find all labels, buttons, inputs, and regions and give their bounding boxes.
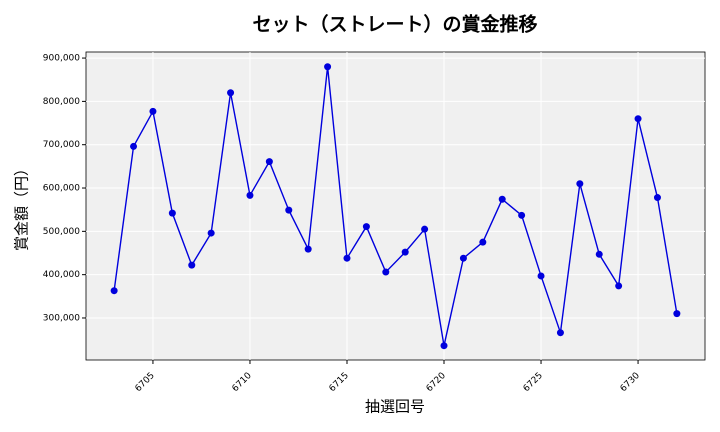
point (324, 63, 332, 71)
line (113, 66, 678, 346)
chart-title: セット（ストレート）の賞金推移 (252, 13, 537, 36)
x-axis-label: 抽選回号 (365, 398, 425, 416)
y-tick-label: 400,000 (43, 270, 80, 280)
x-tick-label: 6710 (231, 371, 254, 394)
point (343, 254, 351, 262)
point (401, 248, 409, 256)
point (168, 209, 176, 217)
point (207, 229, 215, 237)
point (653, 194, 661, 202)
point (304, 245, 312, 253)
point (537, 272, 545, 280)
point (576, 180, 584, 188)
x-tick-label: 6730 (619, 371, 642, 394)
point (246, 191, 254, 199)
point (459, 254, 467, 262)
x-tick-label: 6715 (328, 371, 351, 394)
plot-area (85, 51, 706, 361)
point (673, 310, 681, 318)
y-axis-label: 賞金額（円） (13, 161, 31, 251)
point (188, 261, 196, 269)
y-tick-label: 500,000 (43, 227, 80, 237)
point (130, 142, 138, 150)
y-tick-label: 300,000 (43, 313, 80, 323)
point (595, 250, 603, 258)
point (110, 287, 118, 295)
point (362, 223, 370, 231)
point (382, 268, 390, 276)
point (149, 107, 157, 115)
x-tick-label: 6720 (425, 371, 448, 394)
x-tick-label: 6705 (134, 371, 157, 394)
point (265, 158, 273, 166)
y-tick-label: 900,000 (43, 54, 80, 64)
point (227, 89, 235, 97)
point (615, 282, 623, 290)
point (634, 115, 642, 123)
point (285, 206, 293, 214)
point (498, 195, 506, 203)
point (556, 329, 564, 337)
y-tick-label: 700,000 (43, 140, 80, 150)
point (518, 211, 526, 219)
y-tick-label: 600,000 (43, 184, 80, 194)
y-tick-label: 800,000 (43, 97, 80, 107)
point (479, 238, 487, 246)
x-tick-label: 6725 (522, 371, 545, 394)
point (440, 342, 448, 350)
point (421, 225, 429, 233)
